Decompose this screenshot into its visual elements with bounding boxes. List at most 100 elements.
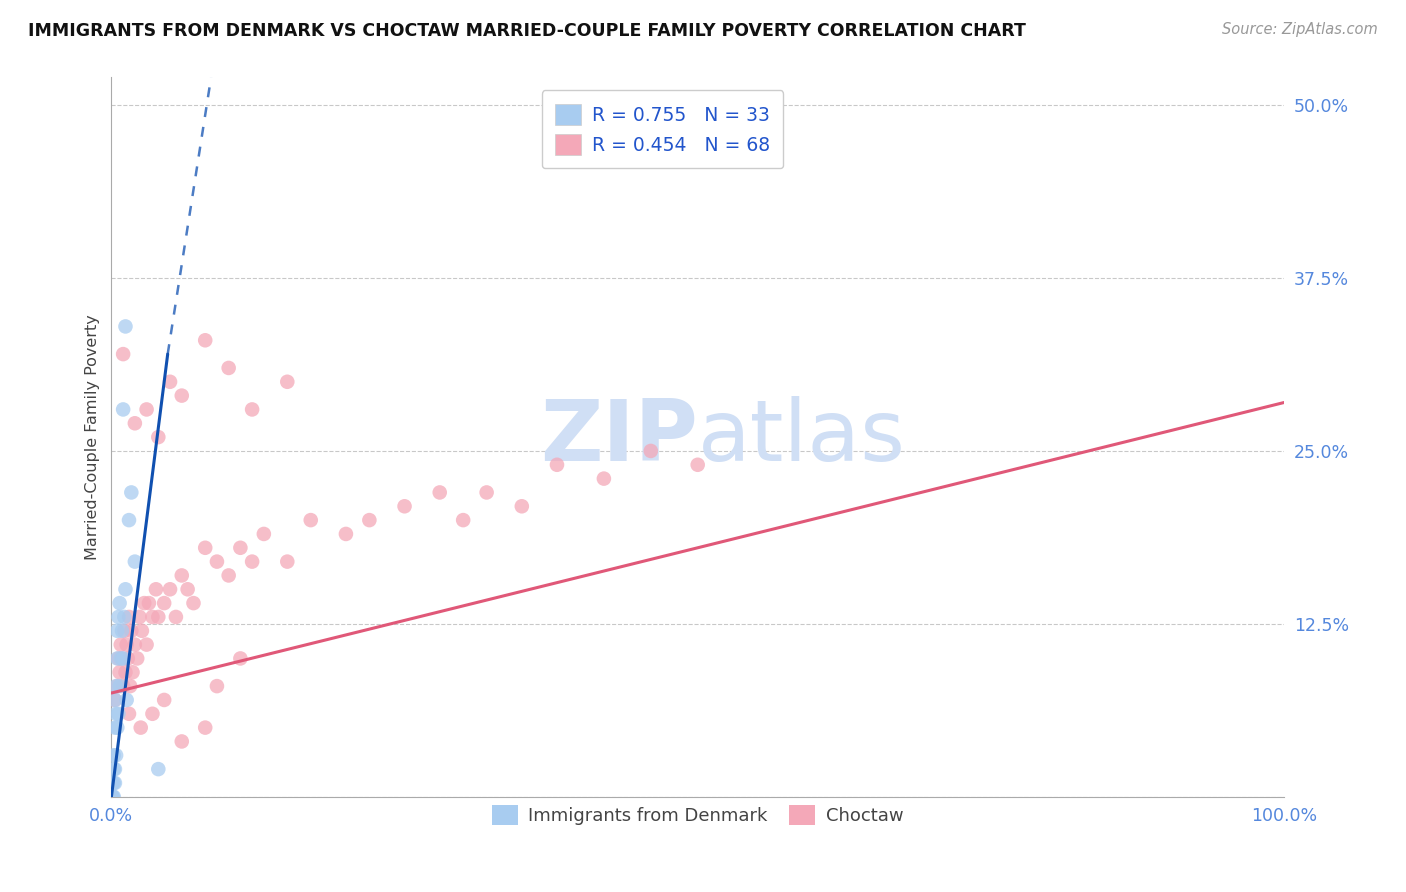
Point [159, 582, 181, 597]
Point [101, 789, 124, 804]
Point [194, 333, 217, 347]
Point [105, 706, 128, 721]
Point [141, 610, 163, 624]
Point [118, 610, 141, 624]
Point [128, 610, 150, 624]
Point [335, 527, 357, 541]
Point [276, 555, 298, 569]
Point [148, 610, 170, 624]
Point [104, 693, 127, 707]
Point [253, 527, 276, 541]
Point [159, 375, 181, 389]
Point [194, 721, 217, 735]
Point [510, 500, 533, 514]
Point [546, 458, 568, 472]
Point [112, 347, 135, 361]
Point [120, 679, 142, 693]
Point [205, 679, 228, 693]
Point [110, 638, 132, 652]
Point [170, 734, 193, 748]
Point [108, 665, 131, 680]
Point [120, 485, 142, 500]
Text: ZIP: ZIP [540, 396, 697, 479]
Point [218, 568, 240, 582]
Point [359, 513, 381, 527]
Point [593, 472, 616, 486]
Point [108, 596, 131, 610]
Point [429, 485, 451, 500]
Point [111, 624, 134, 638]
Point [240, 555, 263, 569]
Point [229, 651, 252, 665]
Y-axis label: Married-Couple Family Poverty: Married-Couple Family Poverty [86, 314, 100, 560]
Point [104, 693, 127, 707]
Point [101, 789, 124, 804]
Point [127, 651, 149, 665]
Text: atlas: atlas [697, 396, 905, 479]
Point [105, 721, 128, 735]
Point [105, 679, 128, 693]
Point [104, 721, 127, 735]
Point [141, 706, 163, 721]
Point [101, 776, 124, 790]
Point [451, 513, 474, 527]
Point [475, 485, 498, 500]
Point [103, 762, 125, 776]
Point [218, 360, 240, 375]
Point [103, 776, 125, 790]
Point [686, 458, 709, 472]
Point [120, 624, 142, 638]
Point [107, 610, 129, 624]
Point [105, 748, 128, 763]
Point [394, 500, 416, 514]
Point [118, 706, 141, 721]
Point [114, 665, 136, 680]
Text: Source: ZipAtlas.com: Source: ZipAtlas.com [1222, 22, 1378, 37]
Point [170, 389, 193, 403]
Point [229, 541, 252, 555]
Point [111, 651, 134, 665]
Point [640, 444, 662, 458]
Point [194, 541, 217, 555]
Point [135, 402, 157, 417]
Point [183, 596, 205, 610]
Point [170, 568, 193, 582]
Point [104, 776, 127, 790]
Point [153, 596, 176, 610]
Point [118, 513, 141, 527]
Point [115, 638, 138, 652]
Point [112, 679, 135, 693]
Point [165, 610, 187, 624]
Point [176, 582, 198, 597]
Point [105, 679, 128, 693]
Point [112, 651, 135, 665]
Point [103, 748, 125, 763]
Point [112, 402, 135, 417]
Point [145, 582, 167, 597]
Point [114, 319, 136, 334]
Legend: Immigrants from Denmark, Choctaw: Immigrants from Denmark, Choctaw [484, 796, 912, 835]
Point [205, 555, 228, 569]
Point [110, 651, 132, 665]
Point [103, 789, 125, 804]
Point [148, 762, 170, 776]
Point [240, 402, 263, 417]
Point [124, 417, 146, 431]
Point [108, 679, 131, 693]
Point [124, 638, 146, 652]
Point [117, 651, 139, 665]
Point [131, 624, 153, 638]
Point [148, 430, 170, 444]
Point [124, 555, 146, 569]
Text: IMMIGRANTS FROM DENMARK VS CHOCTAW MARRIED-COUPLE FAMILY POVERTY CORRELATION CHA: IMMIGRANTS FROM DENMARK VS CHOCTAW MARRI… [28, 22, 1026, 40]
Point [299, 513, 322, 527]
Point [104, 762, 127, 776]
Point [134, 596, 156, 610]
Point [153, 693, 176, 707]
Point [112, 610, 135, 624]
Point [138, 596, 160, 610]
Point [107, 706, 129, 721]
Point [105, 624, 128, 638]
Point [276, 375, 298, 389]
Point [112, 624, 135, 638]
